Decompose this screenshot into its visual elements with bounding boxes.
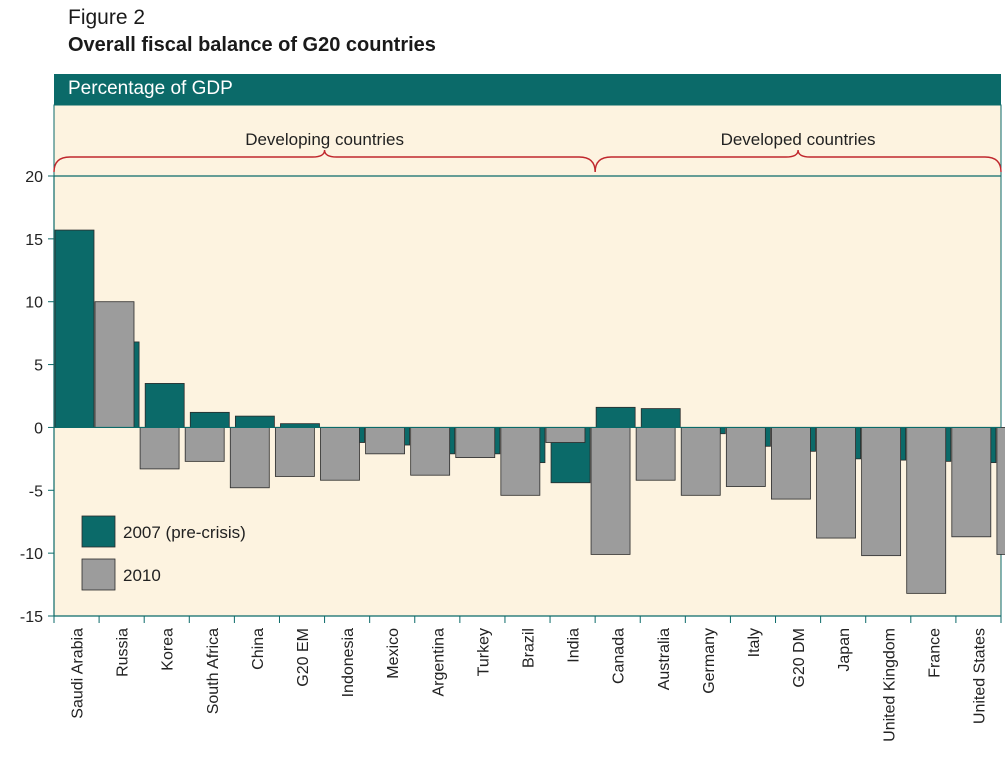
legend-label: 2007 (pre-crisis) — [123, 523, 246, 542]
bar-2010-australia — [680, 427, 721, 496]
x-tick-label: United Kingdom — [881, 628, 898, 742]
x-tick-label: Italy — [746, 628, 763, 657]
bar-2010-g20-em — [320, 427, 360, 481]
group-brace — [594, 149, 1002, 173]
bar-2010-brazil — [545, 427, 586, 443]
bar-2010-germany — [725, 427, 766, 487]
x-tick-label: South Africa — [205, 628, 222, 714]
y-tick-label: 0 — [34, 420, 43, 437]
legend-swatch — [81, 515, 116, 548]
bar-2010-korea — [184, 427, 225, 462]
bars — [54, 229, 1005, 594]
bar-2010-south-africa — [229, 427, 270, 489]
bar-2010-india — [590, 427, 631, 555]
group-label: Developed countries — [721, 130, 876, 149]
x-tick-label: India — [566, 628, 583, 663]
bar-2010-united-kingdom — [906, 427, 947, 594]
bar-2010-turkey — [500, 427, 541, 496]
y-tick-label: -10 — [20, 546, 43, 563]
x-tick-label: Korea — [160, 628, 177, 671]
y-axis: 20 15 10 5 0 -5 -10 -15 — [20, 169, 1001, 626]
bar-2007-south-africa — [189, 411, 230, 428]
figure-title: Overall fiscal balance of G20 countries — [68, 34, 436, 56]
bar-2010-mexico — [410, 427, 451, 476]
group-braces: Developing countries Developed countries — [53, 130, 1002, 173]
bar-2007-china — [234, 415, 275, 428]
x-tick-label: G20 DM — [791, 628, 808, 688]
group-label: Developing countries — [245, 130, 404, 149]
bar-2010-canada — [635, 427, 676, 481]
x-tick-label: Turkey — [475, 628, 492, 676]
bar-2007-australia — [640, 408, 681, 428]
x-tick-label: Indonesia — [340, 628, 357, 697]
chart-subtitle: Percentage of GDP — [68, 78, 233, 99]
figure-label: Figure 2 — [68, 6, 146, 29]
y-tick-label: 10 — [25, 295, 43, 312]
bar-2010-united-states — [996, 427, 1005, 555]
legend-swatch — [81, 558, 116, 591]
x-tick-label: Brazil — [521, 628, 538, 668]
bar-2010-italy — [771, 427, 811, 500]
x-axis: Saudi Arabia Russia Korea South Africa China… — [53, 426, 1002, 742]
legend-label: 2010 — [123, 566, 161, 585]
bar-2010-indonesia — [365, 427, 405, 455]
bar-2010-france — [951, 427, 992, 538]
x-tick-label: Germany — [701, 628, 718, 694]
y-tick-label: 15 — [25, 232, 43, 249]
x-tick-label: G20 EM — [295, 628, 312, 687]
x-tick-label: France — [926, 628, 943, 678]
bar-2007-canada — [595, 406, 636, 428]
x-tick-label: Russia — [115, 628, 132, 677]
y-tick-label: 20 — [25, 169, 43, 186]
bar-2007-saudi-arabia — [54, 229, 95, 428]
y-tick-label: -5 — [29, 483, 43, 500]
bar-2010-china — [274, 427, 315, 477]
bar-2010-japan — [861, 427, 902, 557]
group-brace — [53, 149, 596, 173]
legend: 2007 (pre-crisis) 2010 — [81, 515, 246, 591]
y-tick-label: -15 — [20, 609, 43, 626]
chart-header-bar: Percentage of GDP — [54, 74, 1001, 105]
x-tick-label: Mexico — [385, 628, 402, 679]
bar-2010-argentina — [455, 427, 496, 458]
x-tick-label: Japan — [836, 628, 853, 672]
x-tick-label: Saudi Arabia — [70, 628, 87, 719]
bar-2010-g20-dm — [816, 427, 856, 539]
y-tick-label: 5 — [34, 358, 43, 375]
x-tick-label: Australia — [656, 628, 673, 690]
bar-2010-saudi-arabia — [94, 301, 135, 428]
bar-2007-korea — [144, 383, 185, 428]
bar-2010-russia — [139, 427, 180, 470]
x-tick-label: Argentina — [430, 628, 447, 697]
x-tick-label: United States — [971, 628, 988, 724]
x-tick-label: Canada — [611, 628, 628, 684]
x-tick-label: China — [250, 628, 267, 670]
